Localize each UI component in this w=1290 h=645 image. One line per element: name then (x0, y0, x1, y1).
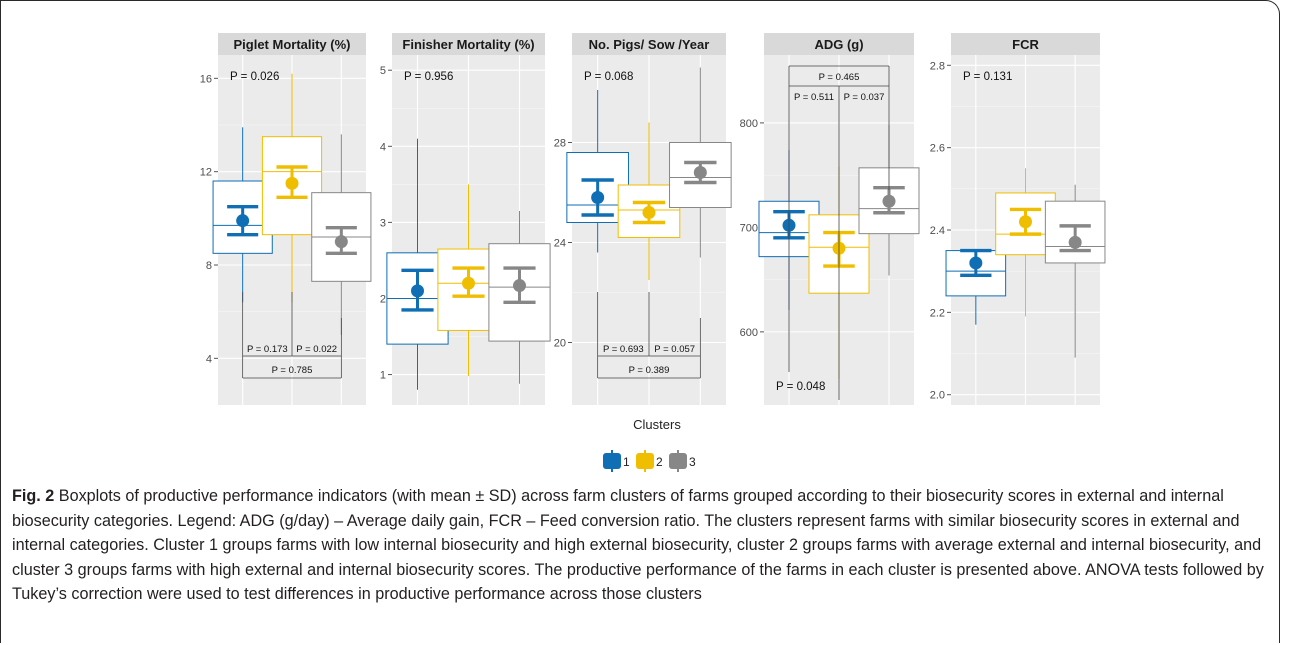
overall-p-value: P = 0.956 (404, 71, 453, 83)
overall-p-value: P = 0.026 (230, 71, 279, 83)
panel-strip (764, 33, 914, 55)
y-tick-label: 28 (554, 138, 566, 150)
overall-p-value: P = 0.048 (776, 381, 825, 393)
mean-point (513, 279, 526, 293)
caption-text: Boxplots of productive performance indic… (12, 487, 1264, 603)
mean-point (1019, 215, 1032, 229)
mean-point (642, 206, 656, 219)
box-cluster-3 (311, 134, 372, 335)
y-tick-label: 2.6 (930, 143, 945, 155)
mean-point (411, 284, 424, 298)
y-tick-label: 2.2 (930, 307, 945, 319)
panel-title: Piglet Mortality (%) (233, 37, 350, 52)
x-axis-label: Clusters (633, 417, 681, 432)
panel-title: No. Pigs/ Sow /Year (589, 37, 710, 52)
y-tick-label: 8 (206, 260, 212, 272)
legend-label: 1 (623, 455, 630, 469)
p-value-2-3: P = 0.022 (296, 344, 337, 355)
mean-point (334, 235, 348, 249)
p-value-1-2: P = 0.173 (247, 344, 288, 355)
y-tick-label: 2.4 (930, 225, 945, 237)
y-tick-label: 2.0 (930, 390, 945, 402)
legend: 1 2 3 (603, 450, 696, 472)
panel-1: Piglet Mortality (%) 4 8 12 16 P = 0.026 P = 0… (200, 33, 372, 405)
box-cluster-1 (945, 248, 1007, 325)
panel-title: FCR (1012, 37, 1039, 52)
figure-caption: Fig. 2 Boxplots of productive performanc… (12, 484, 1274, 607)
y-tick-label: 20 (554, 338, 566, 350)
y-tick-label: 4 (206, 353, 212, 365)
y-tick-label: 5 (380, 65, 386, 77)
box-cluster-3 (488, 210, 551, 384)
mean-point (1068, 235, 1082, 249)
p-value-2-3: P = 0.057 (654, 344, 695, 355)
panel-title: Finisher Mortality (%) (402, 37, 534, 52)
box-cluster-3 (669, 67, 732, 258)
y-tick-label: 2.8 (930, 60, 945, 72)
legend-item-cluster-2: 2 (636, 450, 663, 472)
p-value-1-2: P = 0.511 (794, 92, 834, 103)
panel-strip (218, 33, 366, 55)
panel-2: Finisher Mortality (%) 1 2 3 4 5 P = 0.956 (380, 33, 551, 405)
legend-item-cluster-1: 1 (603, 450, 630, 472)
pairwise-comparisons: P = 0.465 P = 0.511 P = 0.037 (788, 65, 890, 400)
panel-strip (392, 33, 545, 55)
p-value-2-3: P = 0.037 (844, 92, 885, 103)
panel-strip (951, 33, 1100, 55)
y-tick-label: 2 (380, 293, 386, 305)
panel-strip (572, 33, 726, 55)
mean-point (285, 176, 299, 190)
box-cluster-3 (1044, 184, 1106, 358)
mean-point (969, 256, 983, 270)
y-tick-label: 24 (554, 238, 566, 250)
y-tick-label: 700 (740, 222, 758, 234)
p-value-1-2: P = 0.693 (603, 344, 644, 355)
panel-3: No. Pigs/ Sow /Year 20 24 28 P = 0.068 P = 0.… (554, 33, 732, 405)
overall-p-value: P = 0.131 (963, 71, 1012, 83)
panel-title: ADG (g) (814, 37, 863, 52)
caption-fig-label: Fig. 2 (12, 487, 55, 505)
mean-point (462, 276, 475, 290)
y-tick-label: 4 (380, 141, 386, 153)
p-value-1-3: P = 0.465 (819, 72, 860, 83)
pairwise-comparisons: P = 0.693 P = 0.057 P = 0.389 (597, 292, 701, 379)
legend-label: 2 (656, 455, 663, 469)
mean-point (236, 214, 250, 228)
y-tick-label: 3 (380, 217, 386, 229)
p-value-1-3: P = 0.785 (272, 365, 313, 376)
overall-p-value: P = 0.068 (584, 71, 633, 83)
mean-point (591, 191, 605, 204)
y-tick-label: 12 (200, 167, 212, 179)
legend-label: 3 (689, 455, 696, 469)
legend-item-cluster-3: 3 (669, 450, 696, 472)
mean-point (882, 194, 896, 208)
y-tick-label: 16 (200, 73, 212, 85)
y-tick-label: 800 (740, 118, 758, 130)
panel-5: FCR 2.0 2.2 2.4 2.6 2.8 P = 0.131 (930, 33, 1106, 405)
y-tick-label: 1 (380, 370, 386, 382)
mean-point (693, 166, 707, 179)
pairwise-comparisons: P = 0.173 P = 0.022 P = 0.785 (242, 292, 342, 379)
p-value-1-3: P = 0.389 (629, 365, 670, 376)
y-tick-label: 600 (740, 327, 758, 339)
